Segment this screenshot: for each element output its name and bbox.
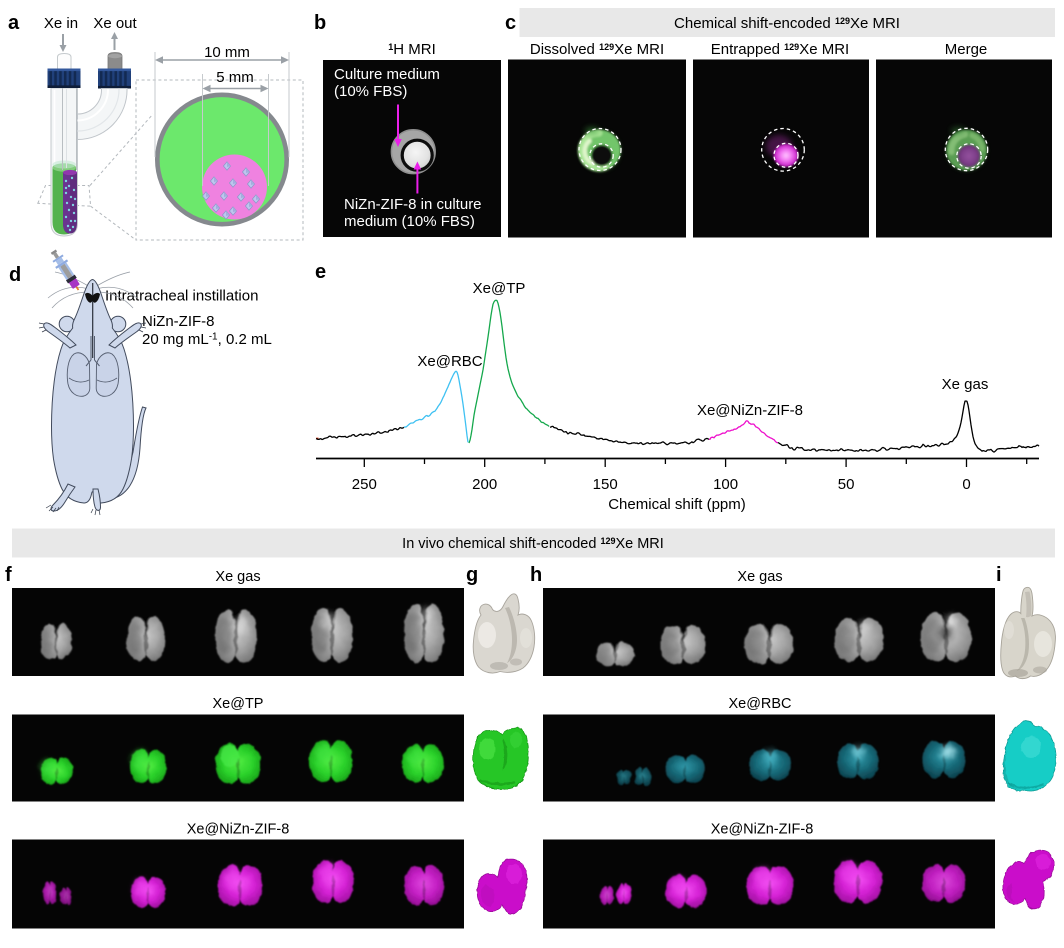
svg-text:Xe gas: Xe gas	[942, 376, 989, 393]
svg-text:Xe gas: Xe gas	[215, 569, 260, 585]
svg-text:NiZn-ZIF-8 in culture: NiZn-ZIF-8 in culture	[344, 196, 482, 213]
svg-text:e: e	[315, 261, 326, 283]
svg-text:medium (10% FBS): medium (10% FBS)	[344, 213, 475, 230]
svg-text:In vivo chemical shift-encoded: In vivo chemical shift-encoded 129Xe MRI	[402, 536, 664, 552]
svg-text:f: f	[5, 564, 12, 586]
svg-text:(10% FBS): (10% FBS)	[334, 83, 407, 100]
svg-text:Xe@NiZn-ZIF-8: Xe@NiZn-ZIF-8	[187, 822, 290, 838]
svg-text:Xe gas: Xe gas	[737, 569, 782, 585]
svg-text:Xe@NiZn-ZIF-8: Xe@NiZn-ZIF-8	[697, 402, 803, 419]
svg-text:Entrapped 129Xe MRI: Entrapped 129Xe MRI	[711, 41, 849, 58]
svg-text:100: 100	[713, 476, 738, 493]
svg-text:Xe@TP: Xe@TP	[213, 696, 264, 712]
svg-text:i: i	[996, 564, 1002, 586]
svg-text:50: 50	[838, 476, 855, 493]
svg-text:Dissolved 129Xe MRI: Dissolved 129Xe MRI	[530, 41, 664, 58]
svg-text:a: a	[8, 12, 20, 34]
svg-text:20 mg mL-1, 0.2 mL: 20 mg mL-1, 0.2 mL	[142, 331, 272, 348]
svg-text:200: 200	[472, 476, 497, 493]
svg-text:c: c	[505, 12, 516, 34]
svg-text:Xe out: Xe out	[93, 15, 137, 32]
svg-text:Merge: Merge	[945, 41, 988, 58]
svg-text:Xe@TP: Xe@TP	[473, 280, 526, 297]
svg-text:0: 0	[962, 476, 970, 493]
svg-text:5 mm: 5 mm	[216, 69, 254, 86]
svg-text:1H MRI: 1H MRI	[388, 41, 436, 58]
svg-text:NiZn-ZIF-8: NiZn-ZIF-8	[142, 313, 215, 330]
svg-text:Culture medium: Culture medium	[334, 66, 440, 83]
svg-text:g: g	[466, 564, 478, 586]
svg-text:Chemical shift (ppm): Chemical shift (ppm)	[608, 496, 746, 513]
svg-text:d: d	[9, 264, 21, 286]
svg-text:Xe@NiZn-ZIF-8: Xe@NiZn-ZIF-8	[711, 822, 814, 838]
svg-text:10 mm: 10 mm	[204, 44, 250, 61]
svg-text:Chemical shift-encoded 129Xe M: Chemical shift-encoded 129Xe MRI	[674, 15, 900, 32]
svg-text:b: b	[314, 12, 326, 34]
svg-text:h: h	[530, 564, 542, 586]
svg-text:250: 250	[352, 476, 377, 493]
svg-text:Xe@RBC: Xe@RBC	[728, 696, 791, 712]
svg-text:Xe in: Xe in	[44, 15, 78, 32]
svg-text:Intratracheal instillation: Intratracheal instillation	[105, 288, 258, 305]
svg-text:150: 150	[593, 476, 618, 493]
svg-text:Xe@RBC: Xe@RBC	[417, 353, 482, 370]
